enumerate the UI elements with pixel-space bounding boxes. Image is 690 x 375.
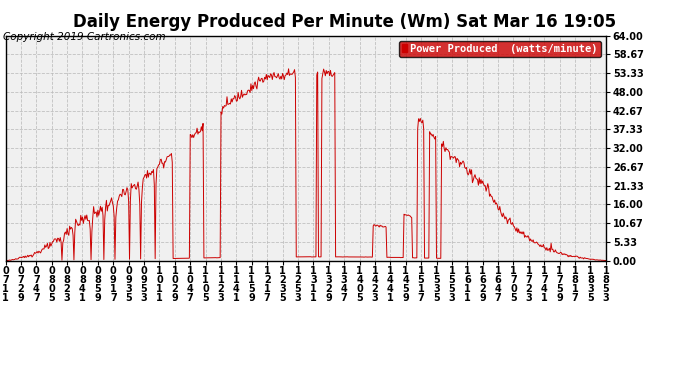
Legend: Power Produced  (watts/minute): Power Produced (watts/minute) [399, 41, 600, 57]
Text: Daily Energy Produced Per Minute (Wm) Sat Mar 16 19:05: Daily Energy Produced Per Minute (Wm) Sa… [73, 13, 617, 31]
Text: Copyright 2019 Cartronics.com: Copyright 2019 Cartronics.com [3, 32, 166, 42]
